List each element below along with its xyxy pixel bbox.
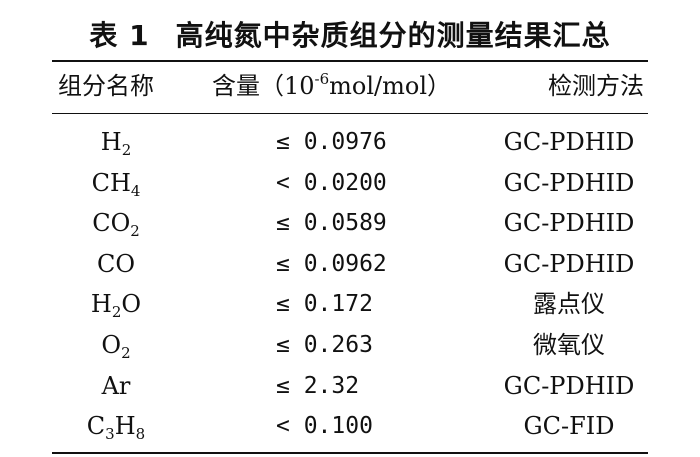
table-row: H2 ≤ 0.0976 GC-PDHID [52, 122, 648, 163]
formula-text: Ar [101, 371, 131, 400]
formula-subscript: 8 [135, 425, 146, 444]
formula-subscript: 2 [121, 343, 131, 362]
formula-text: C [86, 412, 106, 441]
table-row: CH4 < 0.0200 GC-PDHID [52, 163, 648, 204]
formula-text: H [100, 128, 122, 156]
table-row: C3H8 < 0.100 GC-FID [52, 406, 648, 447]
formula-text: H [90, 290, 112, 319]
component-name: CH4 [52, 163, 180, 203]
content-value: ≤ 2.32 [276, 372, 360, 399]
component-name: C3H8 [52, 406, 180, 446]
detection-method: GC-PDHID [503, 128, 635, 156]
formula-text: CO [96, 249, 136, 278]
table-row: Ar ≤ 2.32 GC-PDHID [52, 366, 648, 407]
detection-method: GC-PDHID [503, 371, 635, 400]
component-name: CO [52, 244, 180, 284]
header-content-suffix: mol/mol） [329, 72, 452, 100]
component-name: H2O [52, 284, 180, 324]
content-value: ≤ 0.0976 [276, 129, 387, 155]
top-rule [52, 60, 648, 62]
content-value: < 0.0200 [276, 169, 387, 196]
formula-subscript: 2 [130, 222, 140, 241]
formula-text: O [101, 330, 122, 359]
formula-text: H [114, 412, 136, 441]
formula-subscript: 2 [111, 303, 122, 322]
header-rule [52, 113, 648, 114]
header-component: 组分名称 [58, 72, 154, 100]
component-name: H2 [52, 122, 180, 162]
table-row: CO2 ≤ 0.0589 GC-PDHID [52, 203, 648, 244]
detection-method: GC-PDHID [503, 168, 635, 197]
table-number: 表 1 [89, 19, 150, 52]
formula-subscript: 2 [121, 141, 132, 159]
detection-method: 微氧仪 [533, 330, 605, 359]
content-value: < 0.100 [276, 413, 373, 440]
formula-subscript: 3 [105, 425, 115, 444]
table-caption: 表 1 高纯氮中杂质组分的测量结果汇总 [0, 14, 700, 54]
formula-text: CH [91, 168, 131, 197]
detection-method: GC-PDHID [503, 209, 635, 238]
component-name: Ar [52, 366, 180, 406]
header-method: 检测方法 [548, 72, 644, 100]
component-name: CO2 [52, 203, 180, 243]
header-content: 含量（10-6mol/mol） [212, 64, 451, 108]
formula-text: CO [92, 209, 131, 238]
content-value: ≤ 0.172 [276, 291, 373, 318]
formula-text: O [121, 290, 142, 319]
component-name: O2 [52, 325, 180, 365]
bottom-rule [52, 452, 648, 454]
content-value: ≤ 0.0962 [276, 250, 387, 277]
header-content-prefix: 含量（10 [212, 72, 315, 100]
table-title: 高纯氮中杂质组分的测量结果汇总 [175, 19, 611, 52]
content-value: ≤ 0.263 [276, 331, 373, 358]
table-row: CO ≤ 0.0962 GC-PDHID [52, 244, 648, 285]
table-row: H2O ≤ 0.172 露点仪 [52, 284, 648, 325]
detection-method: 露点仪 [533, 290, 605, 319]
detection-method: GC-PDHID [503, 249, 635, 278]
table-row: O2 ≤ 0.263 微氧仪 [52, 325, 648, 366]
detection-method: GC-FID [523, 412, 615, 441]
table-body: H2 ≤ 0.0976 GC-PDHID CH4 < 0.0200 GC-PDHID CO2… [52, 122, 648, 447]
content-value: ≤ 0.0589 [276, 210, 387, 237]
header-content-exponent: -6 [314, 70, 330, 88]
formula-subscript: 4 [130, 181, 141, 200]
